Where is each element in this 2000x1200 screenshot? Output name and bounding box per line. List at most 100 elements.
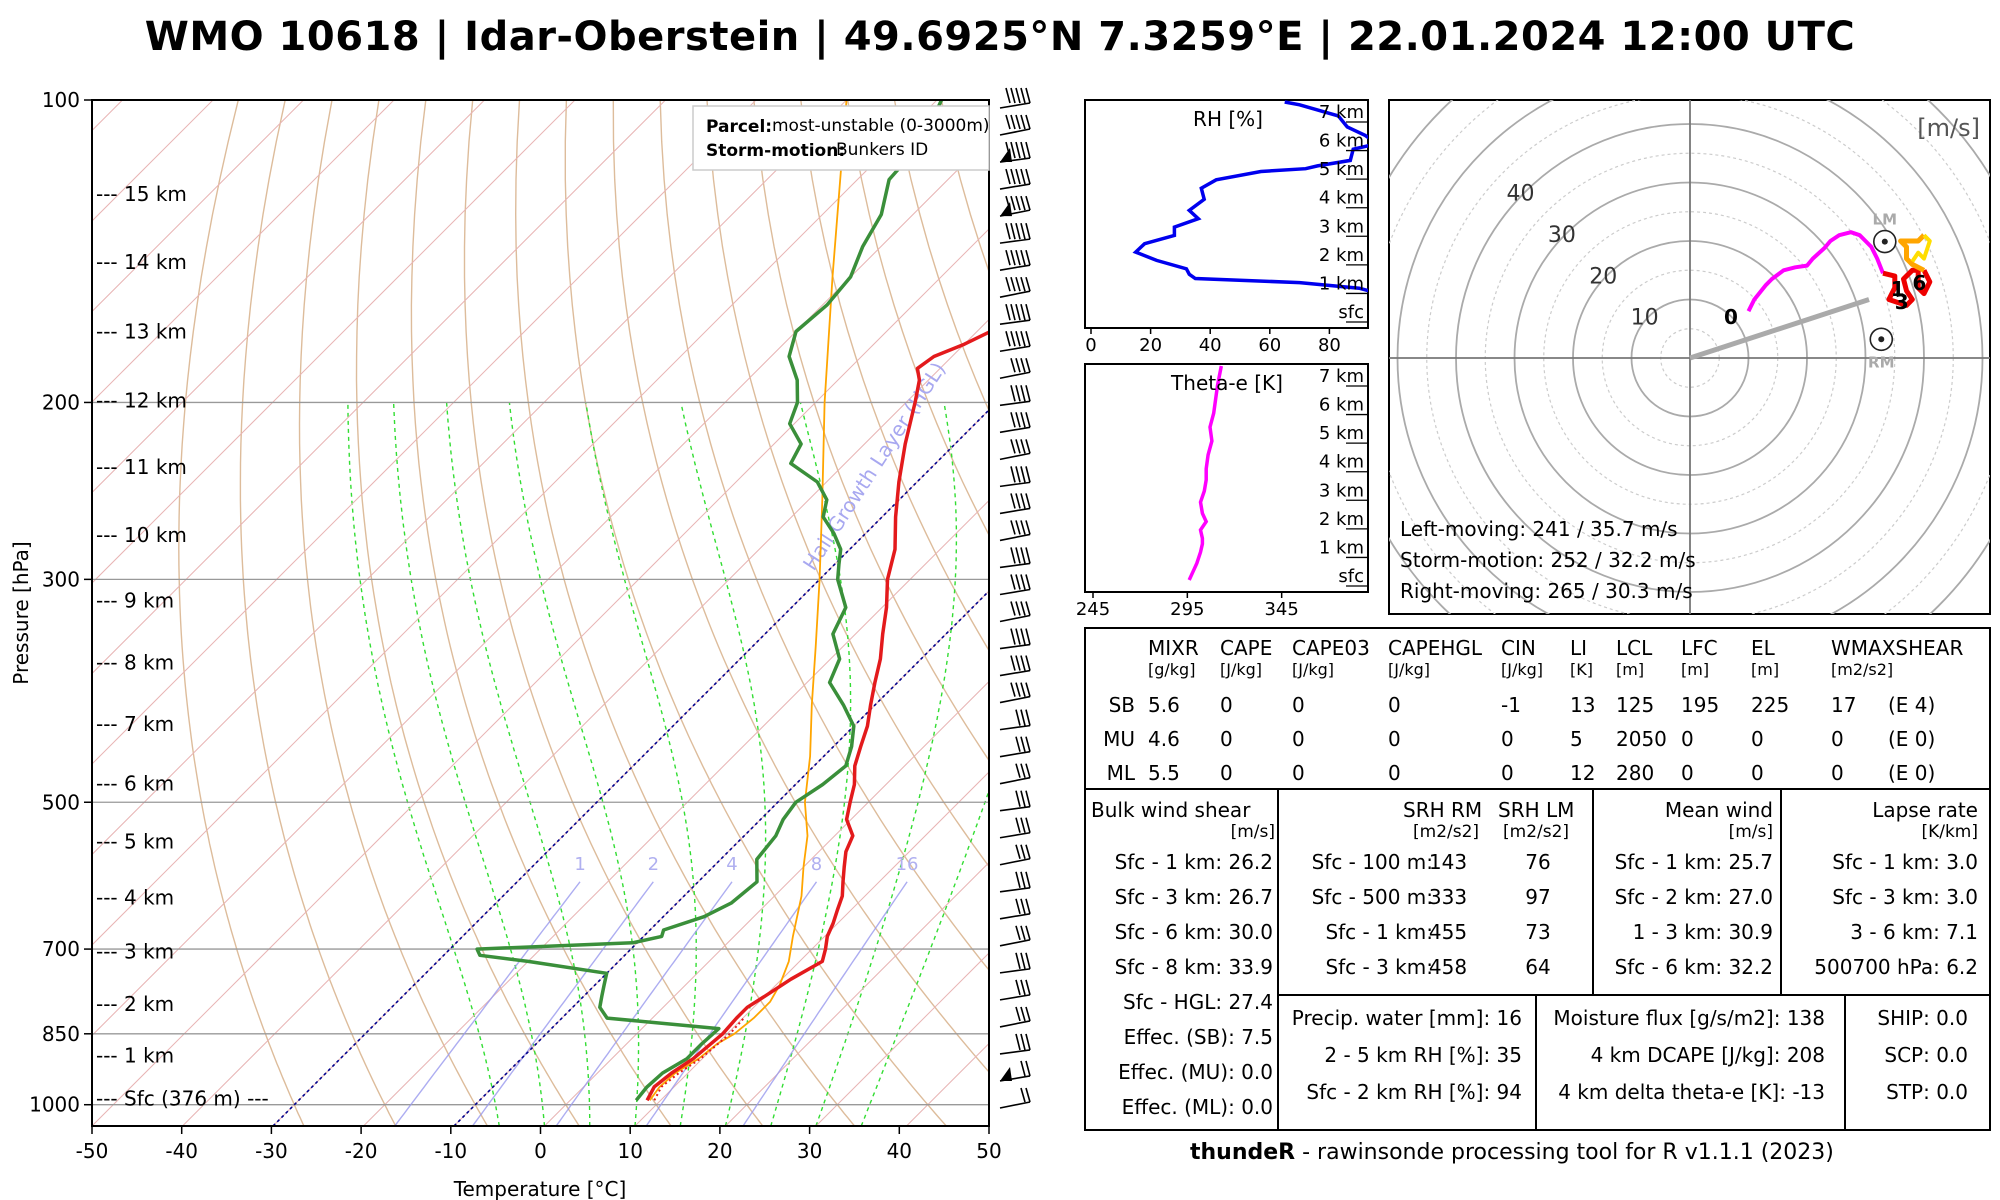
barb-feather [1020,574,1026,590]
wind-barb [999,898,1031,920]
height-label: --- 8 km [96,651,174,675]
thetae-height-label: 5 km [1319,423,1364,444]
indices-cell: (E 4) [1888,693,1936,717]
dry-adiabat [355,100,580,1126]
isotherm [634,771,989,1126]
height-label: --- 4 km [96,886,174,910]
barb-feather [1020,439,1026,454]
wind-barb [999,412,1031,434]
barb-feather [1015,547,1021,564]
height-label: --- 10 km [96,523,187,547]
barb-staff [999,345,1031,353]
dry-adiabat [612,100,989,1074]
indices-cell: (E 0) [1888,727,1936,751]
legend-parcel-value: most-unstable (0-3000m) [772,116,990,136]
barb-feather [1025,249,1031,266]
moist-adiabat [585,402,697,1126]
barb-feather [1010,249,1016,266]
indices-cell: 0 [1220,693,1233,717]
barb-feather [1025,709,1031,726]
barb-feather [1020,412,1026,428]
barb-staff [999,1101,1031,1109]
barb-staff [999,994,1031,1001]
height-label: --- 7 km [96,712,174,736]
mixing-ratio-label: 1 [574,854,585,875]
thetae-height-label: 1 km [1319,537,1364,558]
flux-row: 4 km DCAPE [J/kg]: 208 [1590,1043,1825,1067]
barb-pennant [1000,1066,1012,1081]
barb-staff [999,426,1031,434]
indices-cell: 5.6 [1148,693,1180,717]
rh-curve [1132,100,1368,293]
barb-feather [1010,195,1016,211]
barb-staff [999,562,1031,569]
barb-staff [999,319,1031,326]
barb-feather [1015,763,1021,778]
wind-barb [999,331,1031,353]
footer-credit: thundeR - rawinsonde processing tool for… [1190,1140,1834,1165]
isotherm [363,499,989,1126]
barb-feather [1025,979,1031,996]
wind-barb [999,520,1031,542]
dry-adiabat [564,100,947,1126]
thetae-curve [1187,365,1224,581]
barb-feather [1025,439,1031,454]
rh-frame [1084,99,1369,329]
moisture-row: Sfc - 2 km RH [%]: 94 [1306,1080,1522,1104]
barb-feather [1020,844,1026,859]
barb-staff [999,1020,1031,1028]
wind-barb [999,1033,1031,1055]
barb-staff [999,805,1031,812]
barb-feather [1020,655,1026,671]
barb-feather [1020,168,1026,185]
x-tick-label: -20 [345,1139,378,1163]
barb-feather [1015,439,1021,454]
indices-cell: 0 [1831,727,1844,751]
srh-rm-value: 455 [1428,920,1468,944]
rh-x-tick-label: 20 [1139,335,1162,356]
thetae-x-tick-label: 245 [1076,599,1110,620]
indices-row-label: MU [1103,727,1135,751]
dry-adiabat [239,100,397,1126]
barb-feather [1010,412,1016,428]
indices-cell: 0 [1751,727,1764,751]
hodo-annotation-right: Right-moving: 265 / 30.3 m/s [1400,579,1693,603]
skewt-axes: -50 -40 -30 -20 -10 0 10 20 30 40 50 100 200 300 500 70… [29,88,1002,1163]
x-tick-label: 30 [797,1139,822,1163]
legend-storm-label: Storm-motion: [706,141,845,161]
barb-staff [999,831,1031,839]
barb-staff [999,533,1031,542]
bulk-shear-row: Effec. (SB): 7.5 [1123,1025,1273,1049]
wind-barb [999,844,1031,866]
height-label: --- 11 km [96,455,187,479]
wind-barb [999,195,1031,217]
composite-row: STP: 0.0 [1886,1080,1968,1104]
barb-feather [1025,574,1031,590]
wind-barb [999,87,1031,109]
indices-cell: 0 [1292,693,1305,717]
composite-row: SCP: 0.0 [1884,1043,1968,1067]
barb-feather [1020,276,1026,292]
footer-text: - rawinsonde processing tool for R v1.1.… [1295,1140,1834,1165]
hgl-line [272,408,989,1126]
wind-barb [999,547,1031,569]
thetae-height-label: 4 km [1319,452,1364,473]
barb-feather [1025,925,1031,941]
wind-barb [999,304,1031,326]
barb-feather [1020,898,1026,915]
barb-feather [1010,493,1016,509]
barb-feather [1025,682,1031,697]
hodo-annotation-left: Left-moving: 241 / 35.7 m/s [1400,517,1678,541]
thetae-height-label: 3 km [1319,480,1364,501]
dry-adiabat [410,100,672,1126]
barb-staff [999,669,1031,677]
moist-adiabat [347,402,500,1126]
barb-feather [1010,141,1016,159]
bulk-shear-unit: [m/s] [1230,822,1275,842]
rh-height-label: 1 km [1319,273,1364,294]
indices-cell: 12 [1570,761,1596,785]
wind-barb [999,358,1031,380]
moisture-row: 2 - 5 km RH [%]: 35 [1324,1043,1522,1067]
barb-feather [1010,520,1016,535]
thetae-x-tick-label: 345 [1264,599,1298,620]
